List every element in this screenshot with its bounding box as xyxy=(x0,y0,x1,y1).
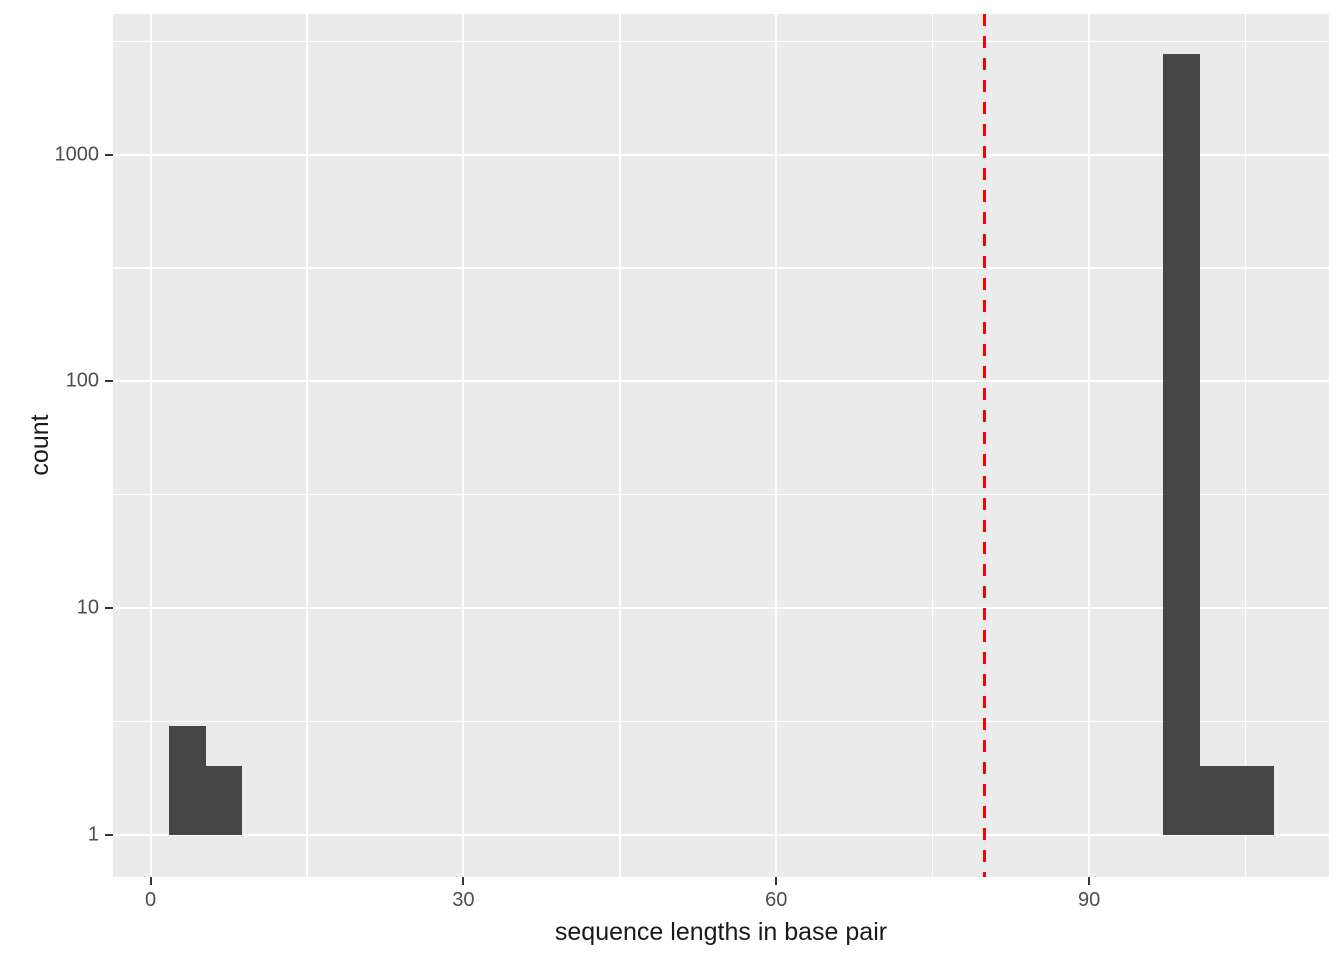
histogram-bar xyxy=(1199,766,1274,835)
x-major-gridline xyxy=(1088,14,1091,877)
x-major-gridline xyxy=(775,14,778,877)
y-major-gridline xyxy=(113,380,1329,383)
x-minor-gridline xyxy=(931,14,934,877)
y-major-gridline xyxy=(113,606,1329,609)
x-tick-mark xyxy=(462,877,465,885)
plot-panel xyxy=(113,14,1329,877)
x-tick-label: 30 xyxy=(452,889,475,911)
y-major-gridline xyxy=(113,833,1329,836)
y-tick-label: 10 xyxy=(76,596,99,619)
histogram-bar xyxy=(1163,54,1200,835)
x-tick-label: 0 xyxy=(144,889,157,911)
y-minor-gridline xyxy=(113,493,1329,496)
y-minor-gridline xyxy=(113,40,1329,43)
y-minor-gridline xyxy=(113,267,1329,269)
y-tick-mark xyxy=(105,380,113,383)
threshold-vline xyxy=(983,14,987,877)
x-tick-label: 60 xyxy=(765,889,788,911)
y-major-gridline xyxy=(113,153,1329,156)
x-tick-mark xyxy=(775,877,778,885)
x-major-gridline xyxy=(149,14,152,877)
y-tick-mark xyxy=(105,606,113,609)
x-tick-label: 90 xyxy=(1078,889,1101,911)
x-minor-gridline xyxy=(619,14,621,877)
y-tick-label: 1 xyxy=(87,823,99,846)
y-tick-label: 100 xyxy=(65,369,99,392)
y-axis-title: count xyxy=(26,414,55,476)
histogram-bar xyxy=(205,766,243,835)
x-tick-mark xyxy=(1088,877,1091,885)
histogram-bar xyxy=(169,726,206,835)
y-tick-mark xyxy=(105,153,113,156)
x-minor-gridline xyxy=(1244,14,1247,877)
y-tick-label: 1000 xyxy=(54,143,100,166)
y-minor-gridline xyxy=(113,720,1329,723)
y-tick-mark xyxy=(105,833,113,836)
x-major-gridline xyxy=(462,14,465,877)
x-tick-mark xyxy=(149,877,152,885)
x-minor-gridline xyxy=(306,14,308,877)
x-axis-title: sequence lengths in base pair xyxy=(554,918,888,946)
